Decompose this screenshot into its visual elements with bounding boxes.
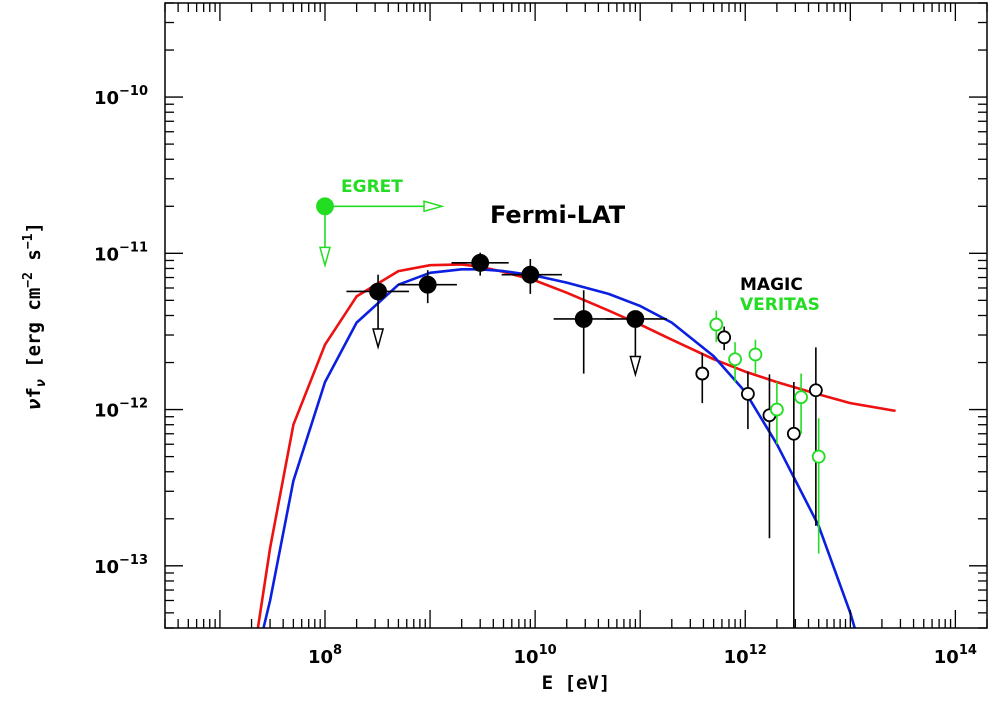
data-point (811, 449, 826, 464)
data-point (316, 197, 334, 216)
data-point (717, 330, 732, 345)
data-point (748, 347, 763, 362)
limit-arrow (423, 200, 445, 213)
fermi-lat-label: Fermi-LAT (490, 201, 626, 229)
data-point (808, 383, 823, 398)
x-tick-label: 1012 (724, 643, 767, 668)
data-point (418, 275, 437, 294)
data-point (626, 310, 645, 328)
veritas-label: VERITAS (740, 295, 820, 315)
limit-arrow (372, 328, 385, 350)
egret-label: EGRET (341, 177, 403, 197)
y-axis-title: νfν [erg cm−2 s−1] (21, 222, 49, 410)
data-point (769, 402, 784, 417)
data-point (471, 253, 490, 272)
y-tick-label: 10−13 (94, 553, 148, 578)
data-point (794, 390, 808, 405)
data-point (709, 317, 724, 332)
x-tick-label: 1010 (514, 643, 557, 668)
magic-label: MAGIC (740, 275, 803, 295)
data-points (316, 197, 826, 628)
model-curve (262, 267, 856, 629)
y-tick-label: 10−10 (94, 84, 148, 109)
data-point (741, 386, 755, 401)
y-tick-label: 10−11 (94, 240, 148, 265)
limit-arrow (629, 355, 642, 378)
limit-arrow (319, 246, 331, 269)
data-point (786, 426, 801, 441)
data-point (728, 352, 742, 367)
x-axis-title: E [eV] (542, 672, 611, 694)
axis-ticks: 108 1010 1012 1014 10−10 10−11 10−12 10−13 (94, 2, 988, 668)
data-point (369, 282, 387, 301)
data-point (695, 366, 710, 381)
data-point (574, 310, 593, 328)
x-tick-label: 108 (308, 643, 342, 668)
data-point (521, 265, 540, 284)
x-tick-label: 1014 (934, 643, 977, 668)
y-tick-label: 10−12 (94, 397, 148, 422)
